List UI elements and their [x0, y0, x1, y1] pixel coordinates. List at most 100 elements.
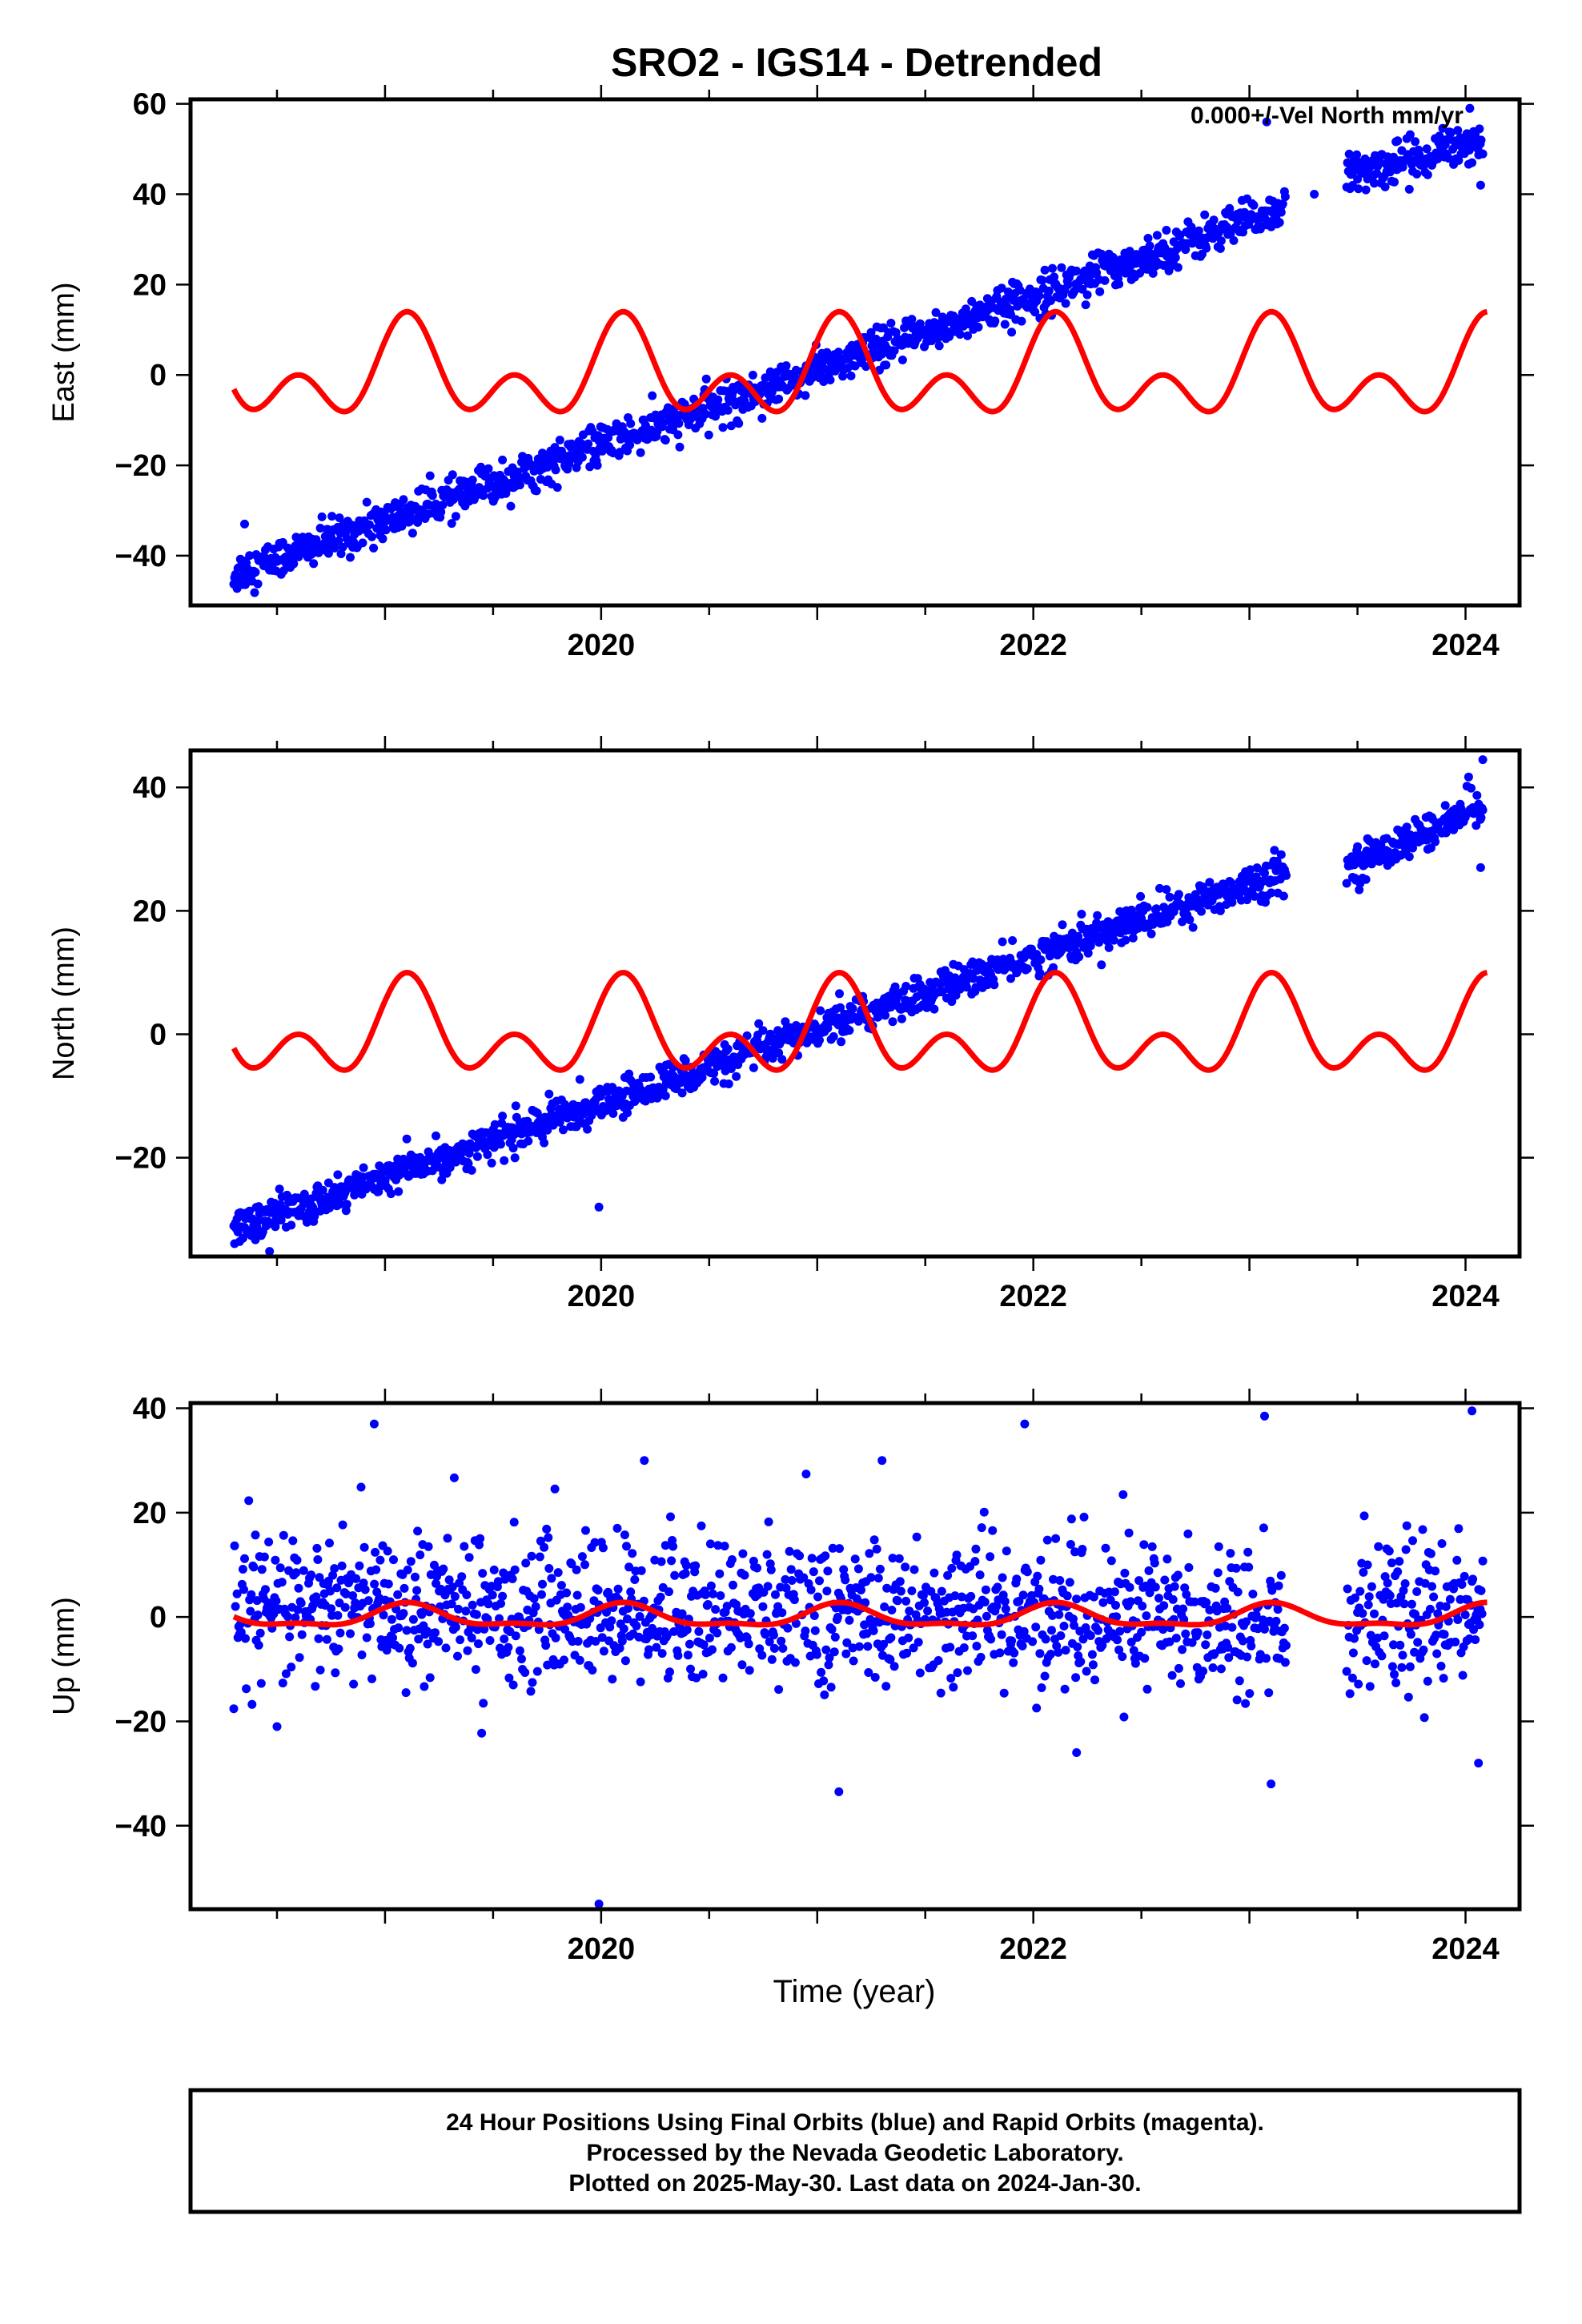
data-point: [854, 1642, 864, 1651]
data-point: [869, 1535, 879, 1545]
data-point: [1408, 1536, 1417, 1546]
data-point: [624, 1603, 632, 1613]
north-y-axis-label: North (mm): [47, 927, 81, 1080]
data-point: [667, 1556, 677, 1566]
data-point: [1092, 268, 1102, 278]
data-point: [1343, 1584, 1352, 1594]
data-point: [946, 1674, 956, 1683]
data-point: [580, 1560, 589, 1570]
data-point: [749, 1063, 758, 1072]
data-point: [761, 1630, 770, 1639]
data-point: [1239, 1636, 1247, 1646]
data-point: [620, 1656, 630, 1666]
data-point: [359, 1542, 369, 1552]
data-point: [517, 1655, 526, 1664]
data-point: [538, 1579, 547, 1589]
data-point: [334, 536, 343, 545]
data-point: [531, 1602, 540, 1611]
data-point: [870, 1673, 880, 1682]
data-point: [1371, 1659, 1379, 1669]
data-point: [447, 519, 456, 529]
data-point: [540, 1542, 549, 1552]
data-point: [713, 395, 723, 404]
outlier-point: [1478, 755, 1488, 765]
data-point: [1433, 154, 1443, 163]
data-point: [378, 534, 387, 544]
data-point: [1180, 1583, 1190, 1593]
data-point: [1395, 1640, 1405, 1650]
data-point: [708, 1645, 717, 1655]
data-point: [333, 1610, 343, 1620]
data-point: [245, 551, 255, 561]
up-data-points: [229, 1406, 1488, 1908]
data-point: [1438, 123, 1447, 133]
data-point: [1469, 1625, 1479, 1634]
data-point: [490, 493, 500, 502]
data-point: [865, 1549, 874, 1558]
data-point: [1411, 137, 1420, 147]
data-point: [1278, 199, 1287, 209]
data-point: [677, 1609, 687, 1618]
data-point: [460, 1542, 469, 1551]
data-point: [1419, 1713, 1429, 1723]
data-point: [907, 315, 917, 324]
data-point: [335, 513, 344, 523]
data-point: [881, 360, 891, 370]
data-point: [607, 1616, 616, 1626]
data-point: [1070, 1621, 1078, 1630]
north-plot-area: [229, 755, 1488, 1256]
data-point: [323, 549, 333, 558]
data-point: [1245, 1689, 1255, 1699]
data-point: [774, 1048, 784, 1058]
data-point: [789, 1595, 799, 1605]
data-point: [1432, 1649, 1442, 1659]
data-point: [963, 1666, 972, 1675]
data-point: [476, 1534, 485, 1543]
data-point: [837, 1037, 846, 1047]
data-point: [976, 1652, 986, 1662]
data-point: [1477, 1609, 1487, 1618]
data-point: [842, 1638, 852, 1647]
data-point: [1030, 308, 1040, 317]
data-point: [1022, 1567, 1032, 1577]
data-point: [955, 330, 965, 339]
outlier-point: [240, 519, 249, 529]
data-point: [467, 1633, 476, 1642]
data-point: [1399, 1599, 1409, 1609]
data-point: [358, 538, 367, 548]
data-point: [1215, 243, 1225, 253]
data-point: [532, 486, 541, 496]
data-point: [699, 1640, 709, 1650]
data-point: [863, 1642, 873, 1651]
data-point: [371, 1547, 380, 1557]
data-point: [231, 1602, 240, 1611]
data-point: [1063, 279, 1073, 289]
data-point: [1279, 891, 1288, 901]
data-point: [327, 1604, 336, 1614]
data-point: [597, 1633, 607, 1642]
data-point: [887, 1606, 897, 1614]
data-point: [835, 1544, 844, 1554]
data-point: [670, 1570, 680, 1580]
data-point: [674, 419, 684, 428]
data-point: [623, 1108, 632, 1118]
data-point: [995, 1648, 1005, 1658]
data-point: [483, 1150, 492, 1160]
data-point: [826, 1683, 836, 1692]
data-point: [447, 1599, 456, 1609]
data-point: [933, 334, 942, 344]
data-point: [1040, 265, 1050, 275]
data-point: [1464, 772, 1473, 782]
data-point: [1001, 1604, 1010, 1614]
data-point: [701, 1590, 710, 1599]
data-point: [1429, 1592, 1439, 1602]
data-point: [1027, 1590, 1036, 1600]
data-point: [1007, 1636, 1017, 1646]
data-point: [866, 1573, 876, 1582]
data-point: [626, 1587, 636, 1597]
data-point: [801, 391, 810, 400]
data-point: [972, 1642, 982, 1651]
data-point: [1225, 203, 1235, 213]
data-point: [686, 1664, 695, 1674]
data-point: [1183, 1529, 1193, 1538]
